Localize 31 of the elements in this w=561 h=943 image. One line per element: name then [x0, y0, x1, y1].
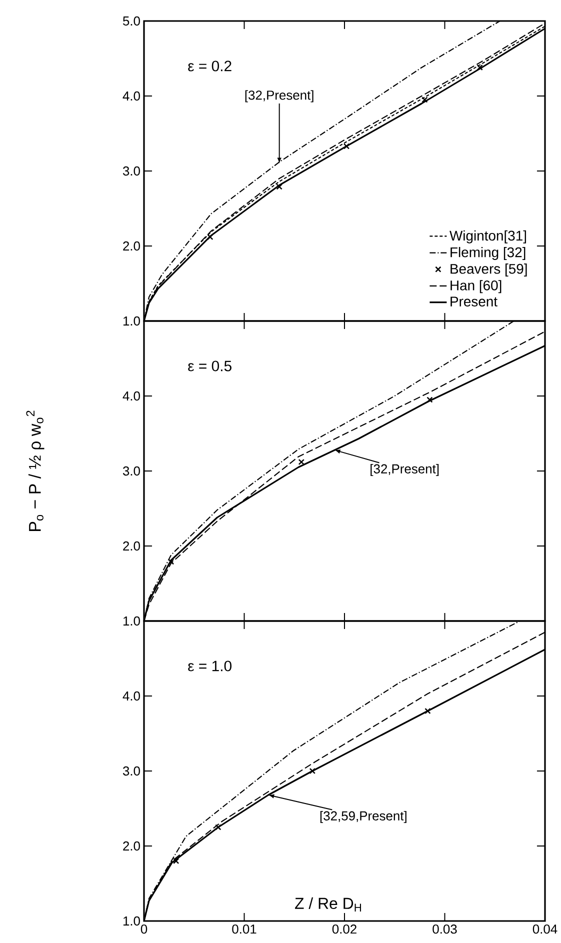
y-tick-label: 4.0	[122, 691, 140, 701]
annotation: [32,Present]	[370, 464, 439, 476]
y-tick-label: 2.0	[123, 541, 140, 551]
annotation: ε = 1.0	[188, 660, 232, 672]
y-tick-label: 4.0	[122, 91, 140, 101]
x-axis-title: Z / Re D$_{H}$	[295, 897, 362, 912]
x-tick-label: 0.04	[532, 924, 558, 934]
y-tick-label: 2.0	[123, 241, 140, 251]
annotation: ε = 0.2	[188, 60, 232, 72]
annotation: ε = 0.5	[188, 360, 232, 372]
annotation: [32,59,Present]	[320, 810, 406, 824]
y-tick-label: 1.0	[124, 616, 140, 626]
y-tick-label: 3.0	[123, 166, 140, 176]
legend-label: Han [60]	[450, 280, 502, 294]
annotation: [32,Present]	[245, 90, 314, 102]
y-tick-label: 4.0	[122, 391, 140, 401]
y-tick-label: 5.0	[123, 16, 140, 26]
x-tick-label: 0	[140, 924, 148, 934]
y-tick-label: 3.0	[123, 766, 140, 776]
y-tick-label: 2.0	[123, 841, 140, 851]
y-tick-label: 3.0	[123, 466, 140, 476]
y-axis-title: P$_{o}$ − P / ½ ρ w$_{o}$2	[26, 410, 44, 531]
y-tick-label: 1.0	[124, 316, 140, 326]
x-tick-label: 0.03	[432, 924, 457, 934]
x-tick-label: 0.02	[332, 924, 356, 934]
y-tick-label: 1.0	[124, 916, 140, 926]
legend-label: Wiginton[31]	[450, 230, 526, 244]
x-tick-label: 0.01	[232, 924, 256, 934]
legend-label: Present	[450, 296, 498, 306]
legend-label: Fleming [32]	[450, 246, 526, 260]
legend-label: Beavers [59]	[450, 264, 527, 277]
